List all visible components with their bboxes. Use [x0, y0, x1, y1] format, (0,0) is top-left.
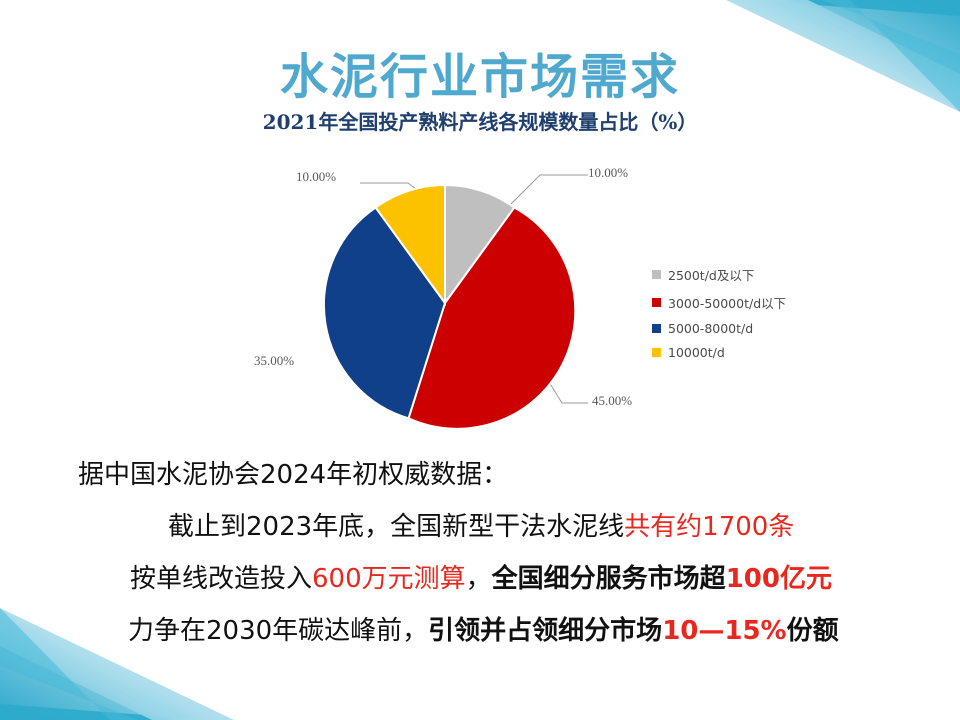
legend-label: 3000-50000t/d以下 [668, 296, 787, 311]
body-line-4-highlight: 10—15% [662, 616, 787, 646]
legend-item-3000-50000: 3000-50000t/d以下 [652, 293, 786, 312]
pie-slice-10000 [374, 183, 446, 307]
body-line-4-text: 力争在2030年碳达峰前， [128, 616, 429, 646]
legend-swatch-icon [652, 348, 661, 357]
body-line-4: 力争在2030年碳达峰前，引领并占领细分市场10—15%份额 [128, 618, 960, 644]
body-line-3-highlight-1: 600万元测算 [312, 564, 466, 594]
pie-label-top-right: 10.00% [588, 165, 629, 180]
legend-swatch-icon [652, 298, 661, 307]
pie-label-bottom-right: 45.00% [592, 393, 633, 408]
body-line-3: 按单线改造投入600万元测算，全国细分服务市场超100亿元 [130, 566, 960, 592]
legend-item-5000-8000: 5000-8000t/d [652, 321, 786, 336]
pie-label-top-left: 10.00% [296, 169, 337, 184]
pie-label-bottom-left: 35.00% [254, 353, 295, 368]
body-line-3-emphasis: 全国细分服务市场超 [491, 564, 726, 594]
chart-subtitle: 2021年全国投产熟料产线各规模数量占比（%） [262, 110, 698, 135]
body-line-1: 据中国水泥协会2024年初权威数据： [78, 462, 960, 488]
legend-item-10000: 10000t/d [652, 345, 786, 360]
body-line-2-highlight: 共有约1700条 [624, 512, 795, 542]
body-line-3-highlight-2: 100亿元 [725, 564, 832, 594]
pie-slices [322, 183, 577, 430]
pie-chart-graphic [322, 174, 588, 430]
body-line-4-emphasis-1: 引领并占领细分市场 [428, 616, 663, 646]
legend-item-2500: 2500t/d及以下 [652, 265, 786, 284]
legend-swatch-icon [652, 324, 661, 333]
chart-legend: 2500t/d及以下 3000-50000t/d以下 5000-8000t/d … [652, 265, 786, 360]
legend-label: 10000t/d [668, 345, 725, 360]
pie-slice-2500 [444, 183, 516, 307]
body-line-4-emphasis-2: 份额 [786, 616, 839, 646]
pie-slice-3000-50000 [407, 206, 577, 430]
body-line-3-text: 按单线改造投入 [130, 564, 313, 594]
legend-swatch-icon [652, 270, 661, 279]
body-line-1-text: 据中国水泥协会2024年初权威数据： [78, 460, 509, 490]
pie-chart: 10.00% 10.00% 35.00% 45.00% 2500t/d及以下 3… [240, 155, 880, 435]
body-line-3-comma: ， [465, 564, 492, 594]
legend-label: 2500t/d及以下 [668, 268, 755, 283]
body-line-2: 截止到2023年底，全国新型干法水泥线共有约1700条 [168, 514, 960, 540]
page-title: 水泥行业市场需求 [279, 49, 680, 105]
pie-slice-5000-8000 [322, 206, 447, 420]
title-block: 水泥行业市场需求 2021年全国投产熟料产线各规模数量占比（%） [0, 52, 960, 135]
legend-label: 5000-8000t/d [668, 321, 754, 336]
body-text-block: 据中国水泥协会2024年初权威数据： 截止到2023年底，全国新型干法水泥线共有… [0, 462, 960, 644]
body-line-2-text: 截止到2023年底，全国新型干法水泥线 [168, 512, 625, 542]
